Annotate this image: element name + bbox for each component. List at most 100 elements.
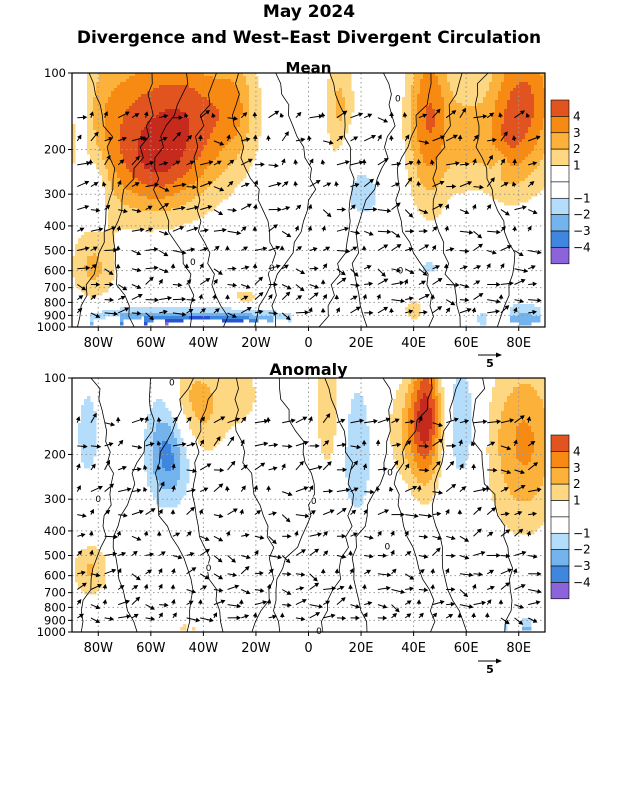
wind-vector-head: [355, 615, 360, 621]
wind-vector-head: [263, 441, 269, 447]
shade-cell: [504, 157, 508, 185]
contour-line: [77, 73, 116, 327]
shade-cell: [435, 378, 439, 397]
wind-vector-head: [445, 307, 451, 313]
shade-cell: [102, 232, 106, 293]
shade-cell: [360, 175, 364, 212]
shade-cell: [519, 423, 523, 463]
wind-vector-head: [451, 535, 456, 541]
shade-cell: [420, 483, 424, 505]
wind-vector-head: [229, 436, 235, 442]
wind-vector-head: [284, 131, 289, 137]
wind-vector-head: [320, 568, 326, 573]
wind-vector-head: [444, 203, 450, 209]
shade-cell: [216, 313, 220, 317]
shade-cell: [486, 91, 490, 167]
wind-vector-head: [132, 550, 138, 556]
wind-vector-head: [382, 553, 388, 559]
shade-cell: [99, 73, 103, 152]
wind-vector-head: [276, 181, 282, 187]
wind-vector-head: [149, 160, 155, 166]
shade-cell: [75, 244, 79, 287]
wind-vector-head: [181, 311, 187, 317]
shade-cell: [168, 196, 172, 212]
wind-vector-head: [504, 305, 510, 310]
shade-cell: [165, 489, 169, 508]
colorbar-box: [550, 247, 570, 265]
shade-cell: [138, 307, 142, 314]
wind-vector-head: [532, 511, 538, 517]
y-tick-label: 700: [44, 281, 66, 295]
shade-cell: [513, 316, 517, 323]
shade-cell: [480, 73, 484, 104]
shade-cell: [201, 423, 205, 448]
wind-vector-head: [241, 485, 246, 491]
shade-cell: [222, 319, 226, 323]
wind-vector-head: [408, 247, 414, 252]
shade-cell: [276, 313, 280, 320]
wind-vector-head: [532, 309, 537, 315]
wind-vector-head: [324, 440, 330, 445]
wind-vector-head: [126, 614, 132, 619]
shade-cell: [195, 378, 199, 382]
wind-vector-head: [492, 137, 497, 143]
wind-vector-head: [241, 226, 247, 231]
shade-cell: [522, 73, 526, 83]
shade-cell: [246, 310, 250, 314]
shade-cell: [186, 313, 190, 317]
shade-cell: [78, 238, 82, 290]
shade-cell: [207, 73, 211, 77]
shade-cell: [174, 307, 178, 314]
wind-vector-head: [136, 267, 142, 273]
colorbar-box: [550, 582, 570, 600]
wind-vector-head: [353, 487, 359, 492]
shade-cell: [120, 154, 124, 185]
shade-cell: [84, 399, 88, 469]
shade-cell: [267, 316, 271, 323]
wind-vector-head: [274, 110, 280, 116]
wind-vector-head: [463, 265, 468, 270]
wind-vector-head: [394, 418, 400, 423]
wind-vector-head: [392, 613, 398, 618]
wind-vector-head: [389, 307, 394, 313]
wind-vector-head: [135, 155, 140, 161]
wind-vector-head: [177, 282, 183, 288]
wind-vector-head: [97, 583, 103, 589]
shade-cell: [216, 316, 220, 320]
wind-vector-head: [356, 444, 362, 450]
shade-cell: [498, 151, 502, 161]
wind-vector-head: [375, 485, 381, 491]
main-title: Divergence and West–East Divergent Circu…: [76, 28, 542, 48]
shade-cell: [513, 88, 517, 149]
shade-cell: [420, 184, 424, 215]
shade-cell: [525, 627, 529, 631]
shade-cell: [183, 151, 187, 176]
wind-vector-head: [501, 226, 506, 231]
shade-cell: [408, 384, 412, 409]
wind-vector-head: [93, 131, 99, 137]
wind-vector-head: [498, 599, 504, 604]
shade-cell: [216, 121, 220, 158]
shade-cell: [522, 160, 526, 182]
colorbar-box: [550, 148, 570, 166]
wind-vector-head: [430, 584, 435, 589]
shade-cell: [198, 196, 202, 218]
wind-vector-head: [246, 203, 252, 208]
wind-vector-head: [520, 110, 525, 115]
wind-vector-head: [76, 599, 82, 604]
shade-cell: [240, 313, 244, 317]
wind-vector-head: [503, 182, 509, 187]
shade-cell: [411, 151, 415, 197]
shade-cell: [156, 88, 160, 116]
shade-cell: [144, 316, 148, 323]
shade-cell: [507, 163, 511, 185]
shade-cell: [135, 73, 139, 101]
wind-vector-head: [314, 548, 320, 554]
wind-vector-head: [89, 508, 95, 514]
wind-vector-head: [303, 486, 309, 491]
shade-cell: [240, 378, 244, 421]
wind-vector-head: [467, 181, 473, 186]
wind-vector-head: [328, 140, 334, 145]
wind-vectors: [75, 412, 542, 625]
shade-cell: [327, 378, 331, 460]
